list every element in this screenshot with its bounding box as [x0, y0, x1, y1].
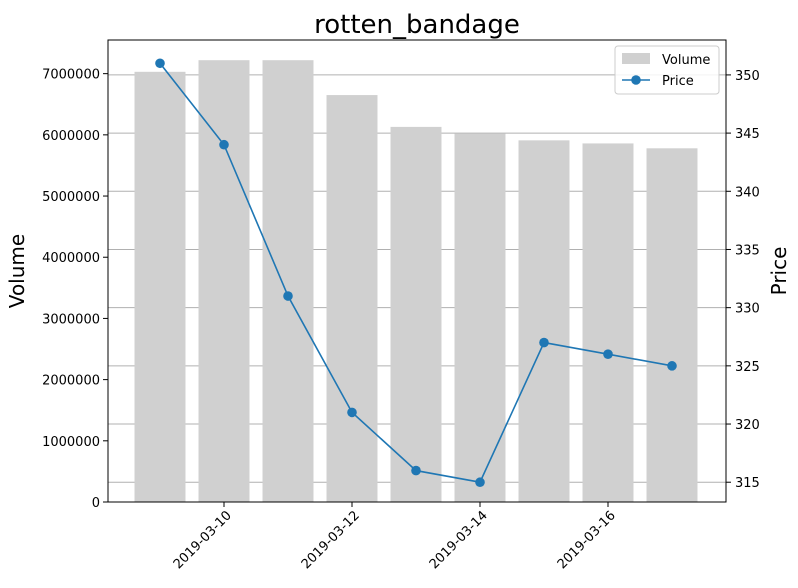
price-tick-label: 320 [735, 418, 760, 433]
price-line-series [155, 58, 677, 488]
volume-tick-label: 6000000 [42, 129, 100, 144]
volume-bar [646, 148, 698, 502]
volume-tick-label: 0 [92, 496, 100, 511]
volume-tick-label: 7000000 [42, 68, 100, 83]
legend-volume-label: Volume [662, 53, 710, 68]
volume-bar [198, 60, 250, 502]
x-axis: 2019-03-10 2019-03-12 2019-03-14 2019-03-16 [171, 502, 619, 572]
legend-price-label: Price [662, 74, 694, 89]
price-axis: 315 320 325 330 335 340 345 350 [726, 69, 760, 491]
price-tick-label: 330 [735, 302, 760, 317]
volume-bars [134, 60, 698, 503]
price-tick-label: 340 [735, 185, 760, 200]
volume-bar [262, 60, 314, 502]
x-tick-label: 2019-03-12 [299, 508, 363, 572]
volume-bar [326, 95, 378, 502]
price-tick-label: 345 [735, 127, 760, 142]
plot-frame [107, 39, 727, 503]
volume-tick-label: 2000000 [42, 374, 100, 389]
price-point [603, 349, 613, 360]
volume-bar [134, 71, 186, 502]
price-point [283, 291, 293, 301]
price-tick-label: 315 [735, 476, 760, 491]
price-point [667, 361, 677, 371]
price-point [219, 139, 229, 150]
volume-axis-label: Volume [5, 234, 29, 308]
volume-bar [582, 143, 634, 503]
legend-price-marker [631, 75, 641, 85]
volume-bar [454, 133, 506, 502]
price-point [155, 58, 165, 69]
volume-tick-label: 4000000 [42, 251, 100, 266]
volume-axis: 0 1000000 2000000 3000000 4000000 5000000 6000… [42, 68, 108, 511]
x-tick-label: 2019-03-10 [171, 508, 235, 572]
price-tick-label: 350 [735, 69, 760, 84]
volume-bar [518, 140, 570, 502]
price-point [539, 337, 549, 348]
price-point [475, 477, 485, 488]
volume-tick-label: 3000000 [42, 312, 100, 327]
legend: Volume Price [614, 45, 720, 95]
price-tick-label: 335 [735, 243, 760, 258]
x-tick-label: 2019-03-14 [427, 508, 491, 572]
x-tick-label: 2019-03-16 [555, 508, 619, 572]
price-point [347, 407, 357, 418]
legend-volume-swatch [622, 53, 650, 64]
volume-tick-label: 1000000 [42, 435, 100, 450]
price-point [411, 465, 421, 476]
price-tick-label: 325 [735, 360, 760, 375]
volume-tick-label: 5000000 [42, 190, 100, 205]
price-axis-label: Price [767, 247, 791, 296]
chart-title: rotten_bandage [314, 10, 520, 40]
volume-bar [390, 126, 442, 503]
